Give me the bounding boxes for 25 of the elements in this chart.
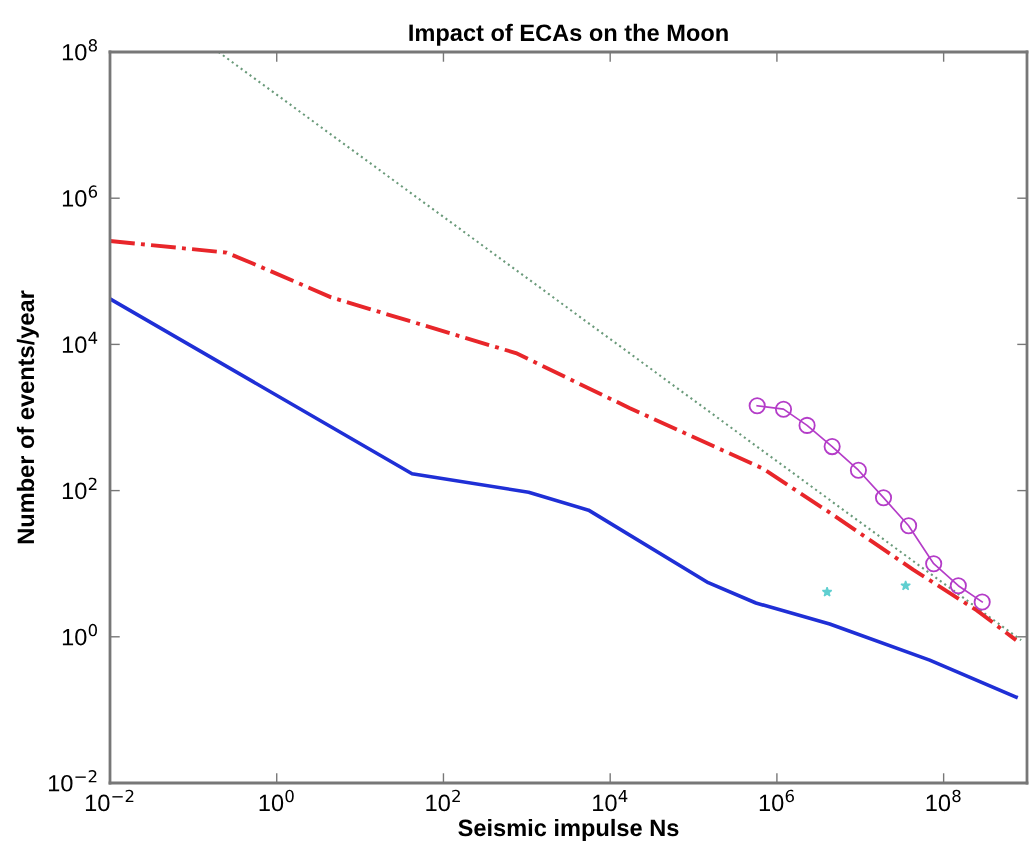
x-tick-label: 10$^{8}$	[926, 789, 961, 812]
y-axis-title: Number of events/year	[16, 290, 39, 544]
point	[748, 397, 766, 415]
y-tick-label: 10$^{2}$	[62, 477, 97, 500]
point	[900, 517, 918, 535]
x-axis-title: Seismic impulse Ns	[458, 818, 679, 841]
point	[925, 555, 943, 573]
point	[849, 461, 867, 479]
chart-title: Impact of ECAs on the Moon	[409, 23, 728, 46]
y-tick-label: 10$^{4}$	[62, 331, 98, 354]
x-tick-label: 10$^{−2}$	[85, 789, 134, 812]
x-tick-label: 10$^{0}$	[259, 789, 294, 812]
point	[874, 489, 893, 507]
x-tick-label: 10$^{4}$	[593, 789, 628, 812]
point	[973, 593, 991, 611]
y-tick-label: 10$^{−2}$	[48, 770, 97, 792]
y-tick-label: 10$^{8}$	[62, 39, 97, 61]
x-tick-label: 10$^{6}$	[759, 789, 794, 812]
y-tick-label: 10$^{6}$	[62, 185, 98, 207]
point	[774, 400, 793, 418]
y-tick-label: 10$^{0}$	[62, 623, 98, 646]
x-tick-label: 10$^{2}$	[426, 789, 460, 812]
point	[798, 416, 816, 434]
point	[823, 438, 841, 456]
point	[949, 577, 967, 595]
